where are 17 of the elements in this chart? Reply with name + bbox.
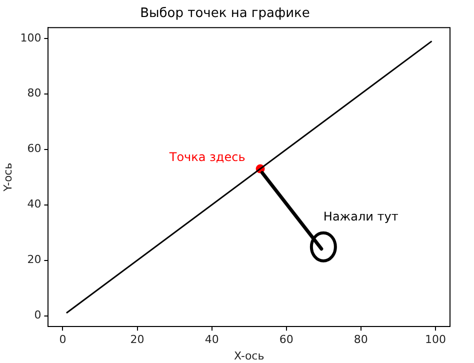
x-tick-label: 60 bbox=[279, 333, 294, 346]
annotation: Точка здесь bbox=[168, 150, 246, 164]
y-tick-label: 0 bbox=[34, 308, 42, 322]
x-tick-label: 100 bbox=[424, 333, 446, 346]
y-axis-title: Y-ось bbox=[1, 162, 14, 192]
y-tick-label: 20 bbox=[27, 253, 42, 266]
x-tick-label: 0 bbox=[59, 333, 66, 346]
y-tick-label: 100 bbox=[20, 31, 42, 44]
x-tick-label: 40 bbox=[204, 333, 219, 346]
chart-title: Выбор точек на графике bbox=[140, 6, 310, 22]
annotation: Нажали тут bbox=[323, 210, 398, 224]
y-tick-label: 60 bbox=[27, 142, 42, 156]
y-tick-label: 80 bbox=[27, 86, 42, 100]
x-tick-label: 20 bbox=[130, 333, 144, 346]
x-axis-title: X-ось bbox=[234, 349, 264, 362]
x-tick-label: 80 bbox=[354, 333, 368, 346]
y-tick-label: 40 bbox=[27, 198, 42, 211]
